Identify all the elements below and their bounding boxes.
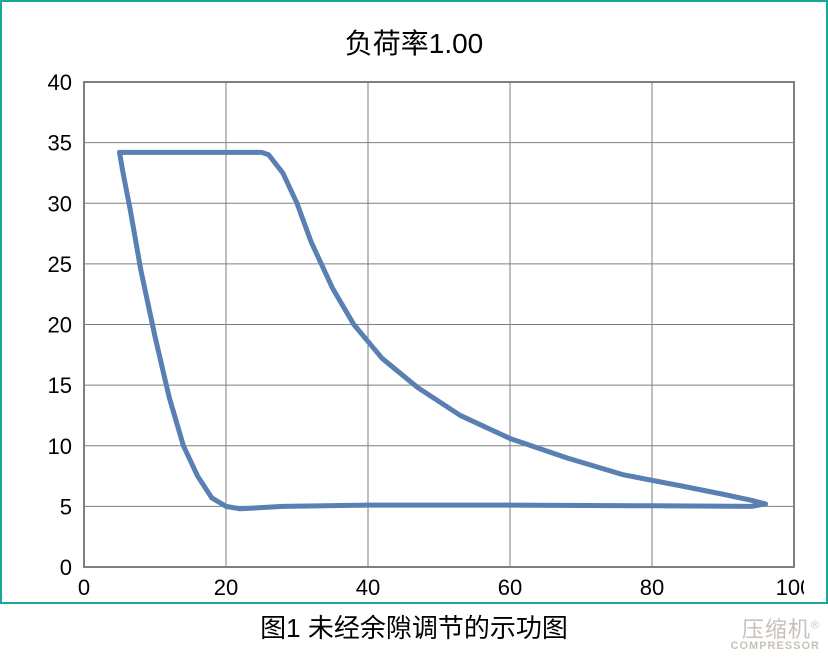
y-tick-label: 0 <box>60 555 72 580</box>
y-tick-label: 5 <box>60 494 72 519</box>
watermark-top: 压缩机® <box>731 619 820 641</box>
y-tick-label: 10 <box>48 434 72 459</box>
x-tick-label: 0 <box>78 575 90 600</box>
watermark-top-text: 压缩机 <box>742 617 811 642</box>
x-tick-label: 20 <box>214 575 238 600</box>
x-tick-label: 80 <box>640 575 664 600</box>
chart-svg: 0 20 40 60 80 100 0 5 10 15 20 25 30 35 40 <box>24 72 804 602</box>
x-tick-label: 100 <box>776 575 804 600</box>
y-tick-label: 40 <box>48 72 72 95</box>
plot-area: 0 20 40 60 80 100 0 5 10 15 20 25 30 35 40 <box>2 72 826 602</box>
y-tick-label: 20 <box>48 313 72 338</box>
chart-frame: 负荷率1.00 0 20 40 60 80 100 0 5 10 15 20 25 30 35 40 <box>0 0 828 604</box>
y-tick-label: 15 <box>48 373 72 398</box>
watermark: 压缩机®COMPRESSOR <box>731 619 820 652</box>
x-tick-label: 60 <box>498 575 522 600</box>
footer: 图1 未经余隙调节的示功图压缩机®COMPRESSOR <box>0 604 828 652</box>
x-tick-label: 40 <box>356 575 380 600</box>
watermark-reg-icon: ® <box>811 620 820 632</box>
y-tick-label: 35 <box>48 131 72 156</box>
watermark-bottom: COMPRESSOR <box>731 641 820 652</box>
y-tick-label: 25 <box>48 252 72 277</box>
y-tick-label: 30 <box>48 191 72 216</box>
chart-title: 负荷率1.00 <box>2 22 826 62</box>
figure-caption: 图1 未经余隙调节的示功图 <box>0 604 828 652</box>
